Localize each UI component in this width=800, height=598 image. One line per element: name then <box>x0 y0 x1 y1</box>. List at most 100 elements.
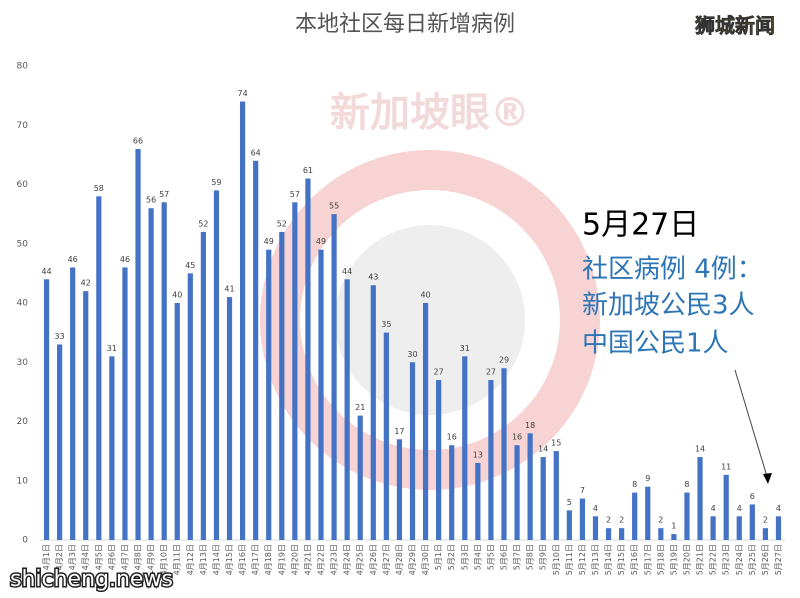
x-tick-label: 5月9日 <box>539 544 548 570</box>
bar <box>279 231 285 540</box>
x-tick-label: 4月26日 <box>369 544 378 575</box>
y-tick-label: 70 <box>17 121 29 131</box>
data-label: 41 <box>224 285 234 294</box>
x-tick-label: 4月27日 <box>382 544 391 575</box>
bar <box>331 214 337 540</box>
data-label: 2 <box>763 516 768 525</box>
data-label: 61 <box>303 166 313 175</box>
watermark: 新加坡眼® <box>330 90 530 136</box>
data-label: 16 <box>512 433 522 442</box>
x-tick-label: 4月14日 <box>212 544 221 575</box>
bar <box>357 415 363 540</box>
x-tick-label: 4月30日 <box>421 544 430 575</box>
data-label: 42 <box>81 279 91 288</box>
x-tick-label: 5月17日 <box>643 544 652 575</box>
x-tick-label: 4月17日 <box>251 544 260 575</box>
x-tick-label: 4月19日 <box>277 544 286 575</box>
x-tick-label: 4月5日 <box>94 544 103 570</box>
annotation-line: 中国公民1人 <box>582 329 729 359</box>
x-tick-label: 5月5日 <box>486 544 495 570</box>
x-tick-label: 4月29日 <box>408 544 417 575</box>
data-label: 43 <box>368 273 378 282</box>
x-tick-label: 5月1日 <box>434 544 443 570</box>
bar <box>449 445 455 540</box>
x-tick-label: 5月3日 <box>460 544 469 570</box>
y-tick-label: 50 <box>17 239 29 249</box>
data-label: 56 <box>146 196 156 205</box>
bar <box>579 498 586 540</box>
bar <box>96 196 102 540</box>
bar <box>344 279 350 540</box>
x-tick-label: 4月11日 <box>173 544 182 575</box>
data-label: 29 <box>499 356 509 365</box>
bar <box>619 528 625 540</box>
data-label: 1 <box>671 522 676 531</box>
chart-title: 本地社区每日新增病例 <box>295 12 515 37</box>
x-tick-label: 5月19日 <box>669 544 678 575</box>
bar <box>671 534 677 540</box>
x-tick-label: 5月26日 <box>761 544 770 575</box>
x-tick-label: 4月1日 <box>42 544 51 570</box>
x-tick-label: 4月25日 <box>356 544 365 575</box>
x-tick-label: 4月9日 <box>147 544 156 570</box>
bar <box>148 208 154 540</box>
bar <box>161 202 167 540</box>
x-tick-label: 5月11日 <box>565 544 574 575</box>
bar <box>266 249 272 541</box>
x-tick-label: 5月21日 <box>696 544 705 575</box>
x-tick-label: 4月28日 <box>395 544 404 575</box>
data-label: 5 <box>567 498 572 507</box>
bar <box>436 380 442 540</box>
bar <box>592 516 599 540</box>
x-tick-label: 4月13日 <box>199 544 208 575</box>
data-label: 66 <box>133 136 143 145</box>
x-tick-label: 4月23日 <box>330 544 339 575</box>
x-tick-label: 4月3日 <box>68 544 77 570</box>
data-label: 8 <box>632 480 637 489</box>
x-tick-label: 4月18日 <box>264 544 273 575</box>
x-tick-label: 5月22日 <box>709 544 718 575</box>
bar <box>422 303 429 540</box>
data-label: 33 <box>55 332 65 341</box>
data-label: 8 <box>684 480 689 489</box>
x-tick-label: 4月7日 <box>120 544 129 570</box>
watermark-disc <box>335 225 525 415</box>
data-label: 14 <box>538 445 548 454</box>
bar <box>475 462 481 540</box>
annotation-line: 新加坡公民3人 <box>582 291 755 321</box>
data-label: 2 <box>619 516 624 525</box>
bar <box>645 486 651 540</box>
data-label: 52 <box>198 219 208 228</box>
bar <box>723 474 729 540</box>
bar <box>697 457 703 540</box>
site-watermark: shicheng.news <box>10 567 173 592</box>
x-tick-label: 4月6日 <box>107 544 116 570</box>
data-label: 74 <box>237 89 247 98</box>
x-tick-label: 4月20日 <box>290 544 299 575</box>
bar <box>383 332 389 540</box>
y-tick-label: 0 <box>22 536 28 546</box>
bar <box>501 368 507 540</box>
x-tick-label: 4月10日 <box>160 544 169 575</box>
bar <box>540 457 546 540</box>
x-tick-label: 5月23日 <box>722 544 731 575</box>
data-label: 46 <box>120 255 130 264</box>
y-tick-label: 40 <box>17 299 29 309</box>
bar <box>57 344 63 540</box>
data-label: 4 <box>737 504 742 513</box>
bar <box>318 249 324 541</box>
data-label: 7 <box>580 486 585 495</box>
x-tick-label: 5月4日 <box>473 544 482 570</box>
data-label: 21 <box>355 403 365 412</box>
x-tick-label: 4月21日 <box>303 544 312 575</box>
data-label: 31 <box>107 344 117 353</box>
bar <box>200 231 206 540</box>
y-tick-label: 20 <box>17 417 29 427</box>
bar <box>305 178 311 540</box>
data-label: 35 <box>381 320 391 329</box>
bar <box>226 297 233 540</box>
bar <box>70 267 76 540</box>
bar <box>409 362 416 540</box>
x-tick-label: 4月15日 <box>225 544 234 575</box>
